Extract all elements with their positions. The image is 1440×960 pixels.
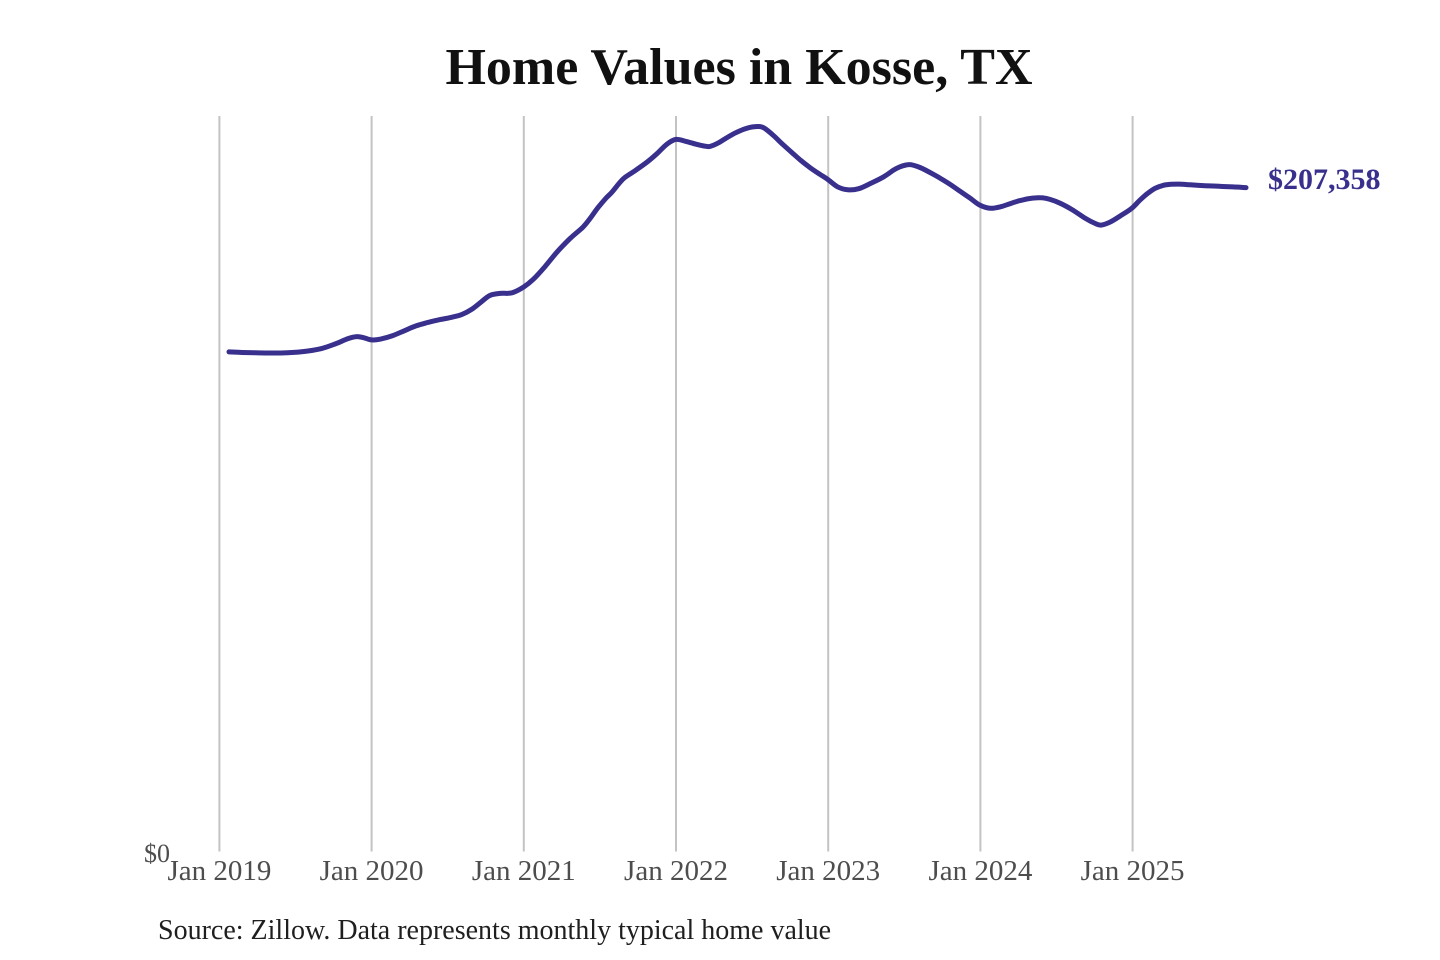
svg-text:$207,358: $207,358 — [1268, 163, 1381, 196]
svg-text:Jan 2022: Jan 2022 — [624, 855, 728, 887]
svg-text:Jan 2023: Jan 2023 — [776, 855, 880, 887]
svg-text:Source: Zillow. Data represent: Source: Zillow. Data represents monthly … — [158, 915, 831, 946]
svg-text:Jan 2024: Jan 2024 — [928, 855, 1032, 887]
svg-text:Jan 2019: Jan 2019 — [167, 855, 271, 887]
svg-text:$0: $0 — [144, 839, 170, 868]
svg-text:Home Values in Kosse, TX: Home Values in Kosse, TX — [445, 39, 1032, 96]
svg-text:Jan 2021: Jan 2021 — [472, 855, 576, 887]
svg-text:Jan 2025: Jan 2025 — [1081, 855, 1185, 887]
svg-text:Jan 2020: Jan 2020 — [320, 855, 424, 887]
